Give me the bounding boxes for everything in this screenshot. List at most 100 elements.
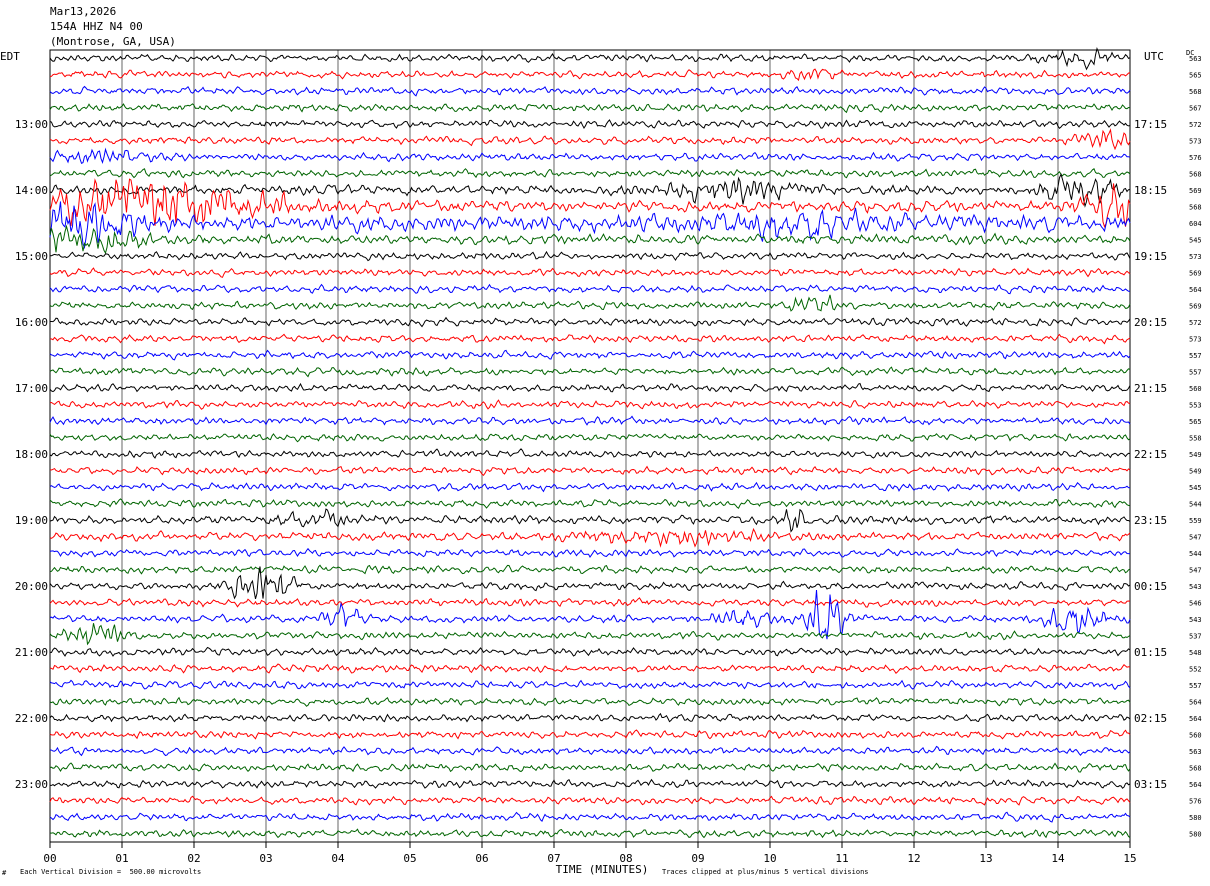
trace-line-28: [49, 508, 1131, 533]
x-tick-label: 06: [475, 852, 488, 865]
dc-offset-value: 568: [1189, 88, 1202, 96]
trace-line-4: [49, 119, 1131, 130]
right-hour-labels: 17:15 18:15 19:15 20:15 21:15 22:15 23:15 00:15…: [1134, 118, 1167, 791]
left-hour-label: 20:00: [15, 580, 48, 593]
dc-offset-value: 573: [1189, 138, 1202, 146]
trace-line-14: [49, 283, 1130, 295]
dc-offset-value: 544: [1189, 501, 1202, 509]
minute-gridlines: [121, 50, 1059, 842]
x-tick-label: 00: [43, 852, 56, 865]
dc-offset-value: 560: [1189, 732, 1202, 740]
dc-offset-value: 552: [1189, 666, 1202, 674]
trace-line-46: [49, 811, 1131, 823]
left-hour-labels: 13:00 14:00 15:00 16:00 17:00 18:00 19:00 20:00…: [15, 118, 48, 791]
trace-line-21: [49, 399, 1131, 410]
dc-offset-value: 543: [1189, 616, 1202, 624]
trace-line-8: [49, 172, 1131, 208]
x-tick-label: 01: [115, 852, 128, 865]
dc-offset-value: 568: [1189, 765, 1202, 773]
right-timezone-label: UTC: [1144, 50, 1164, 63]
left-hour-label: 13:00: [15, 118, 48, 131]
trace-line-26: [49, 481, 1131, 493]
trace-line-44: [50, 778, 1131, 789]
trace-line-43: [49, 762, 1131, 773]
dc-offset-value: 573: [1189, 336, 1202, 344]
trace-line-39: [49, 696, 1131, 707]
right-hour-label: 02:15: [1134, 712, 1167, 725]
dc-offset-value: 546: [1189, 600, 1202, 608]
station-label: 154A HHZ N4 00: [50, 20, 143, 33]
trace-line-29: [49, 527, 1131, 548]
trace-line-32: [49, 566, 1131, 600]
dc-offset-value: 580: [1189, 831, 1202, 839]
x-tick-label: 15: [1123, 852, 1136, 865]
trace-line-19: [49, 366, 1131, 378]
date-label: Mar13,2026: [50, 5, 117, 18]
x-tick-label: 02: [187, 852, 200, 865]
trace-line-33: [49, 597, 1131, 608]
trace-line-27: [49, 498, 1131, 509]
x-tick-label: 12: [907, 852, 920, 865]
dc-offset-value: 563: [1189, 748, 1202, 756]
x-axis-ticks: 00 01 02 03 04 05 06 07 08 09 10 11 12 13 14 15: [43, 842, 1137, 865]
right-hour-label: 22:15: [1134, 448, 1167, 461]
trace-line-6: [49, 147, 1131, 165]
trace-line-9: [49, 178, 1131, 229]
dc-offset-value: 558: [1189, 435, 1202, 443]
dc-offset-value: 559: [1189, 517, 1202, 525]
x-tick-label: 07: [547, 852, 560, 865]
vertical-division-note: Each Vertical Division = 500.00 microvol…: [20, 868, 202, 876]
dc-offset-value: 563: [1189, 55, 1202, 63]
trace-line-16: [50, 316, 1131, 328]
dc-offset-value: 547: [1189, 534, 1202, 542]
location-label: (Montrose, GA, USA): [50, 35, 176, 48]
dc-offset-value: 543: [1189, 583, 1202, 591]
trace-line-2: [49, 85, 1131, 97]
x-axis-title: TIME (MINUTES): [556, 863, 649, 876]
trace-line-35: [49, 623, 1131, 646]
dc-offset-value: 576: [1189, 154, 1202, 162]
dc-offset-value: 545: [1189, 237, 1202, 245]
right-hour-label: 23:15: [1134, 514, 1167, 527]
dc-offset-value: 576: [1189, 798, 1202, 806]
x-tick-label: 05: [403, 852, 416, 865]
trace-line-41: [49, 729, 1131, 740]
dc-offset-value: 557: [1189, 682, 1202, 690]
dc-offset-value: 580: [1189, 814, 1202, 822]
dc-offset-value: 572: [1189, 121, 1202, 129]
right-hour-label: 00:15: [1134, 580, 1167, 593]
right-hour-label: 01:15: [1134, 646, 1167, 659]
x-tick-label: 14: [1051, 852, 1065, 865]
trace-line-11: [49, 224, 1131, 255]
trace-line-34: [49, 589, 1131, 640]
dc-offset-value: 568: [1189, 171, 1202, 179]
trace-line-17: [49, 333, 1131, 345]
dc-offset-value: 548: [1189, 649, 1202, 657]
dc-offset-value: 537: [1189, 633, 1202, 641]
x-tick-label: 11: [835, 852, 848, 865]
dc-offset-value: 547: [1189, 567, 1202, 575]
trace-line-12: [49, 250, 1131, 262]
trace-line-30: [49, 547, 1131, 558]
dc-offset-value: 564: [1189, 286, 1202, 294]
dc-offset-value: 557: [1189, 352, 1202, 360]
left-hour-label: 17:00: [15, 382, 48, 395]
left-hour-label: 19:00: [15, 514, 48, 527]
dc-header-label: DC: [1186, 49, 1195, 57]
trace-line-18: [49, 349, 1131, 361]
dc-offset-value: 549: [1189, 468, 1202, 476]
clip-note: Traces clipped at plus/minus 5 vertical …: [662, 868, 869, 876]
left-timezone-label: EDT: [0, 50, 20, 63]
dc-offset-value: 557: [1189, 369, 1202, 377]
dc-offset-value: 568: [1189, 204, 1202, 212]
left-hour-label: 22:00: [15, 712, 48, 725]
corner-mark: #: [2, 869, 7, 877]
trace-line-45: [49, 795, 1131, 806]
dc-offset-value: 564: [1189, 715, 1202, 723]
trace-line-37: [49, 663, 1131, 674]
dc-offset-value: 569: [1189, 303, 1202, 311]
right-hour-label: 18:15: [1134, 184, 1167, 197]
trace-line-7: [49, 168, 1131, 179]
trace-line-24: [49, 448, 1131, 459]
